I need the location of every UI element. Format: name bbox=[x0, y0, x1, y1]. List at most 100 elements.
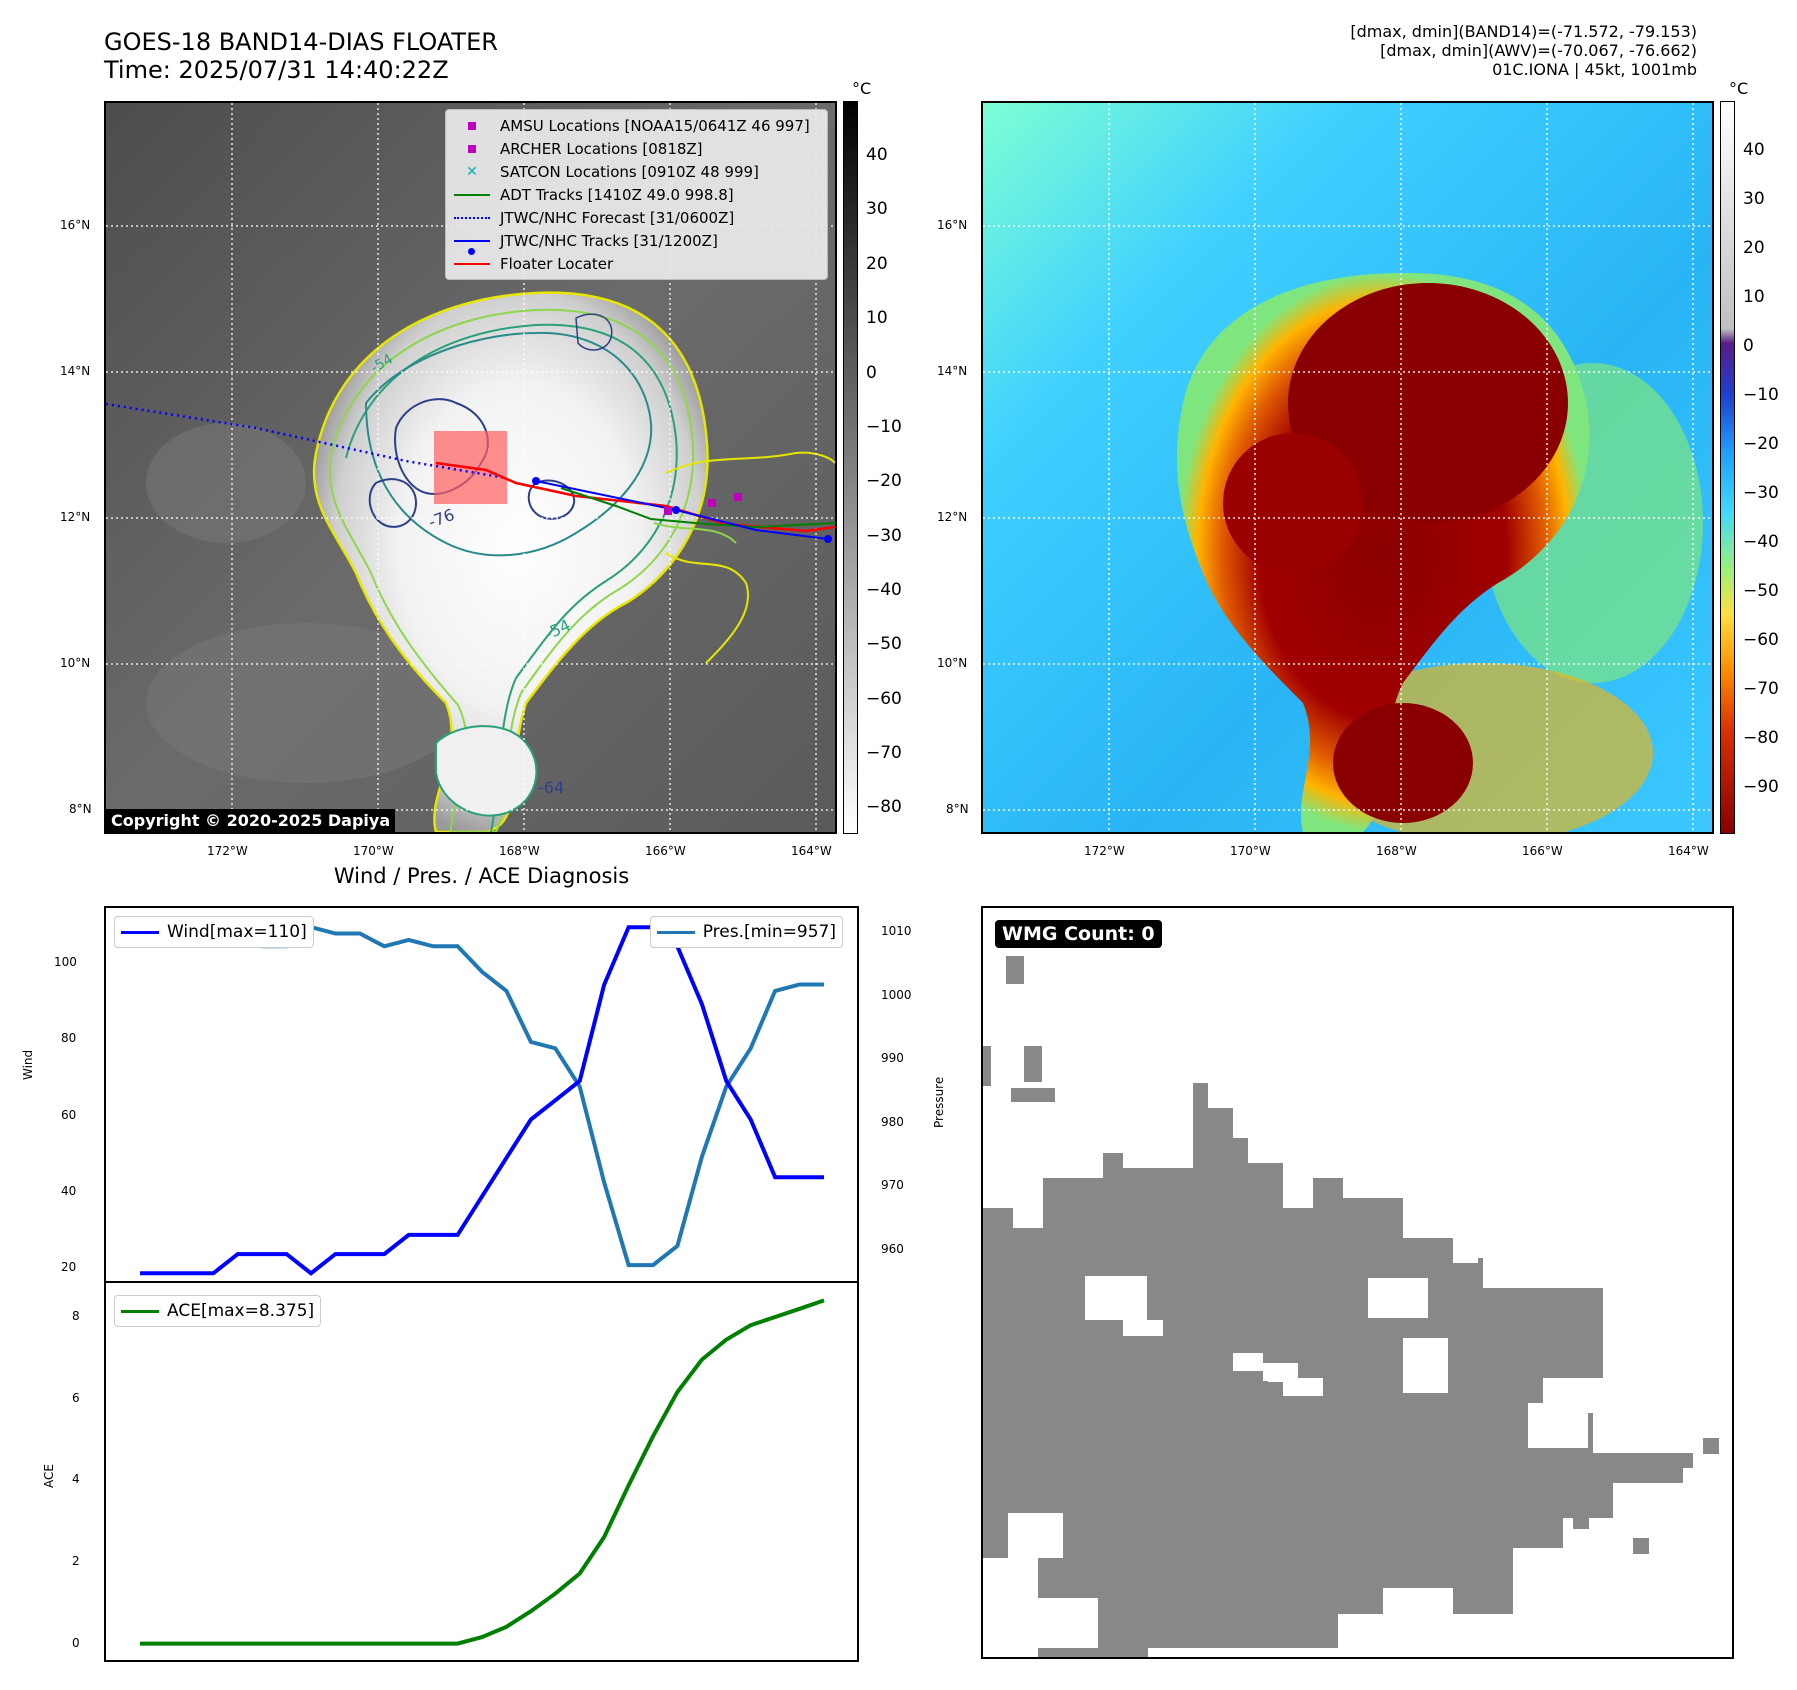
wind-axis-label: Wind bbox=[21, 1049, 35, 1080]
wind-tick: 40 bbox=[61, 1184, 77, 1198]
lon-tick: 170°W bbox=[1230, 844, 1271, 858]
awv-colorbar-tick: −20 bbox=[1743, 434, 1779, 454]
x-marker-icon: ✕ bbox=[466, 163, 478, 180]
lon-tick: 164°W bbox=[791, 844, 832, 858]
ace-legend-label: ACE[max=8.375] bbox=[167, 1301, 315, 1321]
lat-tick: 8°N bbox=[69, 802, 92, 816]
line-dot-icon bbox=[452, 239, 492, 255]
jtwc-track bbox=[535, 480, 829, 540]
lat-tick: 14°N bbox=[60, 364, 91, 378]
figure-title: GOES-18 BAND14-DIAS FLOATER Time: 2025/0… bbox=[104, 28, 498, 84]
ir-colorbar-unit: °C bbox=[852, 79, 872, 98]
contour-label: -64 bbox=[538, 778, 564, 797]
ir-colorbar-tick: −60 bbox=[866, 689, 902, 709]
lon-tick: 172°W bbox=[1084, 844, 1125, 858]
legend-label: ARCHER Locations [0818Z] bbox=[500, 139, 703, 158]
wind-legend-swatch bbox=[121, 930, 159, 934]
wind-tick: 100 bbox=[54, 955, 77, 969]
pressure-tick: 1000 bbox=[881, 988, 912, 1002]
legend-label: AMSU Locations [NOAA15/0641Z 46 997] bbox=[500, 116, 810, 135]
jtwc-track-point bbox=[532, 477, 540, 485]
awv-colorbar-tick: −30 bbox=[1743, 483, 1779, 503]
line-marker-icon bbox=[452, 262, 492, 265]
pressure-series-line bbox=[140, 924, 824, 1268]
title-line-2: Time: 2025/07/31 14:40:22Z bbox=[104, 56, 449, 84]
line-marker-icon bbox=[452, 193, 492, 196]
archer-marker bbox=[734, 493, 742, 501]
awv-colorbar-tick: −90 bbox=[1743, 777, 1779, 797]
legend-item-satcon: ✕ SATCON Locations [0910Z 48 999] bbox=[446, 160, 827, 183]
wind-pressure-plot bbox=[140, 924, 824, 1276]
amsu-marker bbox=[664, 507, 672, 515]
awv-colorbar-tick: −40 bbox=[1743, 532, 1779, 552]
jtwc-forecast-track bbox=[106, 402, 507, 480]
ace-panel: ACE[max=8.375] bbox=[104, 1281, 859, 1662]
diagnosis-title: Wind / Pres. / ACE Diagnosis bbox=[333, 864, 630, 888]
pressure-axis-label: Pressure bbox=[932, 1076, 946, 1128]
square-marker-icon bbox=[452, 121, 492, 130]
legend-label: JTWC/NHC Forecast [31/0600Z] bbox=[500, 208, 735, 227]
pressure-tick: 980 bbox=[881, 1115, 904, 1129]
lat-tick: 14°N bbox=[937, 364, 968, 378]
lat-tick: 8°N bbox=[946, 802, 969, 816]
adt-track bbox=[560, 487, 835, 529]
info-line-2: [dmax, dmin](AWV)=(-70.067, -76.662) bbox=[1380, 41, 1697, 60]
legend-item-adt: ADT Tracks [1410Z 49.0 998.8] bbox=[446, 183, 827, 206]
ace-legend: ACE[max=8.375] bbox=[114, 1295, 322, 1327]
wind-series-line bbox=[140, 925, 824, 1276]
ir-colorbar-tick: 40 bbox=[866, 145, 888, 165]
awv-colorbar-unit: °C bbox=[1729, 79, 1749, 98]
ir-colorbar-tick: 20 bbox=[866, 254, 888, 274]
pressure-legend-swatch bbox=[656, 930, 695, 934]
ace-tick: 6 bbox=[72, 1391, 80, 1405]
info-line-3: 01C.IONA | 45kt, 1001mb bbox=[1492, 60, 1697, 79]
intensity-info: [dmax, dmin](BAND14)=(-71.572, -79.153) … bbox=[1350, 22, 1697, 79]
legend-item-amsu: AMSU Locations [NOAA15/0641Z 46 997] bbox=[446, 114, 827, 137]
awv-gridlines bbox=[983, 103, 1712, 832]
ir-map-panel: -76 -54 -64 -54 AMSU Locations [NOAA15/0… bbox=[104, 101, 837, 834]
ir-colorbar-tick: −20 bbox=[866, 471, 902, 491]
jtwc-track-point bbox=[824, 535, 832, 543]
wind-legend: Wind[max=110] bbox=[114, 916, 314, 948]
awv-colorbar-tick: −50 bbox=[1743, 581, 1779, 601]
lat-tick: 10°N bbox=[937, 656, 968, 670]
ir-colorbar-tick: −10 bbox=[866, 417, 902, 437]
wind-pressure-panel: Wind[max=110] Pres.[min=957] bbox=[104, 906, 859, 1283]
legend-item-jtwc-tracks: JTWC/NHC Tracks [31/1200Z] bbox=[446, 229, 827, 255]
awv-colorbar-tick: 10 bbox=[1743, 287, 1765, 307]
awv-colorbar bbox=[1720, 101, 1735, 834]
legend-label: SATCON Locations [0910Z 48 999] bbox=[500, 162, 759, 181]
ace-series-line bbox=[140, 1298, 825, 1646]
wind-tick: 80 bbox=[61, 1031, 77, 1045]
ir-colorbar-tick: 0 bbox=[866, 363, 877, 383]
ir-colorbar-tick: 30 bbox=[866, 199, 888, 219]
awv-colorbar-tick: 0 bbox=[1743, 336, 1754, 356]
ace-plot bbox=[140, 1298, 825, 1646]
ace-tick: 2 bbox=[72, 1554, 80, 1568]
lon-tick: 172°W bbox=[207, 844, 248, 858]
lon-tick: 166°W bbox=[1522, 844, 1563, 858]
legend-label: JTWC/NHC Tracks [31/1200Z] bbox=[500, 231, 718, 250]
ir-colorbar-tick: −50 bbox=[866, 634, 902, 654]
legend-item-archer: ARCHER Locations [0818Z] bbox=[446, 137, 827, 160]
awv-colorbar-tick: 40 bbox=[1743, 140, 1765, 160]
ace-axis-label: ACE bbox=[42, 1464, 56, 1488]
info-line-1: [dmax, dmin](BAND14)=(-71.572, -79.153) bbox=[1350, 22, 1697, 41]
dotted-line-icon bbox=[452, 216, 492, 219]
pressure-tick: 1010 bbox=[881, 924, 912, 938]
title-line-1: GOES-18 BAND14-DIAS FLOATER bbox=[104, 28, 498, 56]
copyright-badge: Copyright © 2020-2025 Dapiya bbox=[106, 809, 396, 832]
lat-tick: 12°N bbox=[60, 510, 91, 524]
awv-map-panel bbox=[981, 101, 1714, 834]
wmg-panel: WMG Count: 0 bbox=[981, 906, 1734, 1659]
ir-colorbar-tick: −40 bbox=[866, 580, 902, 600]
lat-tick: 10°N bbox=[60, 656, 91, 670]
awv-map-image bbox=[983, 103, 1712, 832]
pressure-tick: 990 bbox=[881, 1051, 904, 1065]
awv-colorbar-tick: 20 bbox=[1743, 238, 1765, 258]
awv-colorbar-tick: −10 bbox=[1743, 385, 1779, 405]
lat-tick: 12°N bbox=[937, 510, 968, 524]
ir-colorbar bbox=[843, 101, 858, 834]
lat-tick: 16°N bbox=[60, 218, 91, 232]
ir-colorbar-tick: −30 bbox=[866, 526, 902, 546]
